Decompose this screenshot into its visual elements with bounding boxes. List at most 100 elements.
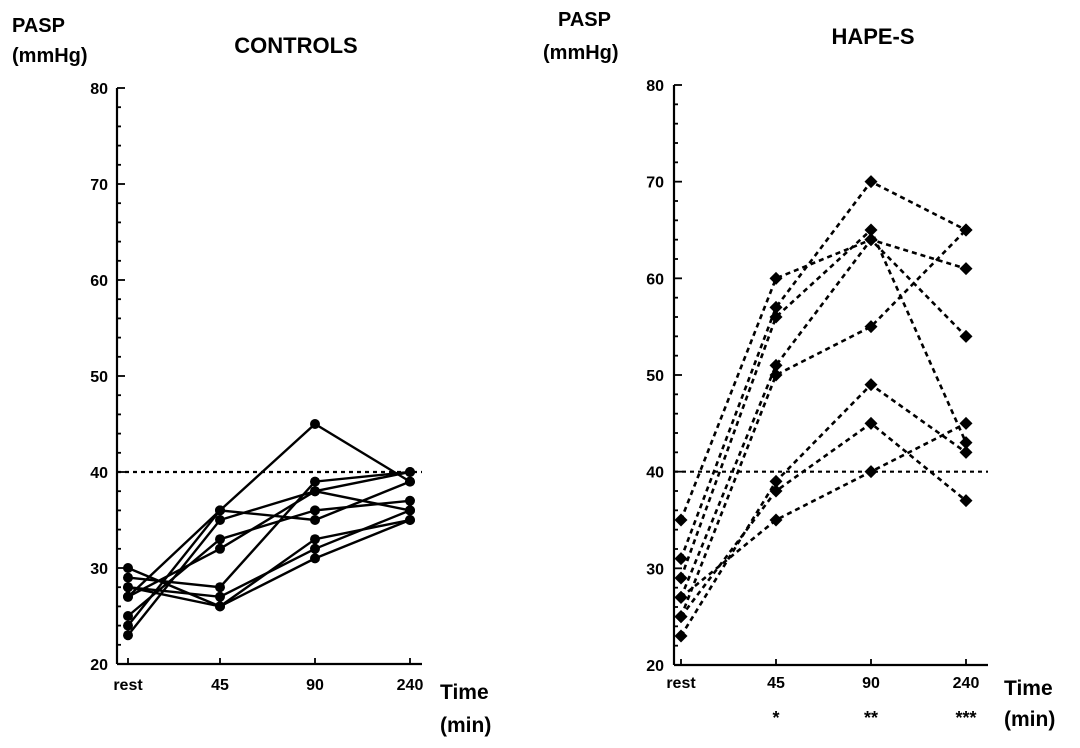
- series-line: [127, 422, 411, 627]
- data-point: [674, 629, 688, 643]
- series-line: [679, 238, 967, 521]
- data-point: [310, 534, 320, 545]
- data-point: [959, 494, 973, 508]
- data-point: [769, 310, 783, 324]
- x-tick-label: 45: [211, 677, 229, 694]
- panel-hape-s: PASP (mmHg) HAPE-S Time (min) 20 30 40 50 60…: [543, 9, 1055, 731]
- y-tick-label: 50: [90, 369, 108, 386]
- data-point: [215, 515, 225, 525]
- data-point: [310, 486, 320, 497]
- series-line: [679, 237, 967, 598]
- y-tick-label: 50: [646, 368, 664, 385]
- series-line: [127, 518, 411, 608]
- data-point: [864, 465, 878, 479]
- data-point: [959, 416, 973, 430]
- y-axis-label-line1: PASP: [12, 15, 65, 37]
- data-point: [405, 505, 415, 516]
- y-tick-label: 80: [90, 81, 108, 98]
- data-point: [769, 474, 783, 488]
- x-axis-label-line2: (min): [440, 714, 491, 737]
- data-point: [405, 476, 415, 487]
- significance-marker: **: [864, 708, 878, 728]
- data-point: [310, 515, 320, 525]
- y-tick-label: 40: [646, 465, 664, 482]
- series-line: [127, 518, 411, 608]
- data-point: [959, 436, 973, 450]
- y-tick-label: 40: [90, 465, 108, 482]
- y-axis-label-line2: (mmHg): [12, 45, 88, 67]
- data-point: [310, 476, 320, 487]
- series-line: [679, 227, 968, 579]
- data-point: [405, 467, 415, 477]
- data-point: [674, 571, 688, 585]
- x-tick-label: 90: [306, 677, 324, 694]
- data-point: [674, 552, 688, 566]
- significance-marker: ***: [955, 708, 976, 728]
- y-tick-label: 30: [90, 561, 108, 578]
- data-point: [123, 620, 133, 631]
- data-point: [769, 271, 783, 285]
- y-tick-label: 70: [90, 177, 108, 194]
- x-tick-label: rest: [113, 677, 143, 694]
- data-point: [310, 419, 320, 429]
- data-point: [123, 611, 133, 621]
- y-tick-label: 70: [646, 175, 664, 192]
- data-point: [215, 534, 225, 545]
- data-point: [215, 505, 225, 516]
- series-line: [127, 470, 411, 636]
- data-point: [674, 610, 688, 624]
- data-point: [123, 582, 133, 593]
- data-point: [123, 572, 133, 583]
- series-line: [127, 489, 411, 598]
- panel-controls: PASP (mmHg) CONTROLS Time (min) 20 30 40 50…: [12, 15, 491, 737]
- data-point: [215, 601, 225, 612]
- data-point: [864, 320, 878, 334]
- chart-title: HAPE-S: [831, 24, 914, 49]
- y-tick-label: 30: [646, 561, 664, 578]
- data-point: [215, 591, 225, 602]
- x-axis-label-line1: Time: [440, 681, 489, 704]
- data-point: [864, 223, 878, 237]
- data-point: [959, 329, 973, 343]
- x-tick-label: 45: [767, 675, 785, 692]
- data-point: [405, 495, 415, 506]
- y-tick-label: 60: [90, 273, 108, 290]
- y-axis-label-line1: PASP: [558, 9, 611, 31]
- y-tick-label: 20: [90, 657, 108, 674]
- data-point: [123, 630, 133, 641]
- x-tick-label: rest: [666, 675, 696, 692]
- data-point: [864, 233, 878, 247]
- x-tick-label: 240: [397, 677, 424, 694]
- data-point: [959, 223, 973, 237]
- data-point: [864, 175, 878, 189]
- series-line: [679, 229, 967, 618]
- data-point: [215, 543, 225, 554]
- data-point: [310, 553, 320, 564]
- data-point: [769, 358, 783, 372]
- series-line: [127, 499, 411, 617]
- data-point: [959, 262, 973, 276]
- series-line: [679, 421, 967, 618]
- data-point: [215, 582, 225, 593]
- series-line: [679, 180, 967, 560]
- data-point: [769, 368, 783, 382]
- data-point: [310, 543, 320, 554]
- significance-marker: *: [772, 708, 779, 728]
- chart-title: CONTROLS: [234, 33, 357, 58]
- series-line: [680, 422, 967, 599]
- series-line: [679, 382, 967, 637]
- data-point: [769, 513, 783, 527]
- data-point: [769, 484, 783, 498]
- series-line: [127, 470, 411, 589]
- x-tick-label: 240: [953, 675, 980, 692]
- y-axis-label-line2: (mmHg): [543, 42, 619, 64]
- data-point: [123, 591, 133, 602]
- data-point: [864, 416, 878, 430]
- data-point: [959, 445, 973, 459]
- y-tick-label: 20: [646, 658, 664, 675]
- x-tick-label: 90: [862, 675, 880, 692]
- data-point: [405, 515, 415, 525]
- data-point: [674, 590, 688, 604]
- x-axis-label-line1: Time: [1004, 677, 1053, 700]
- x-axis-label-line2: (min): [1004, 708, 1055, 731]
